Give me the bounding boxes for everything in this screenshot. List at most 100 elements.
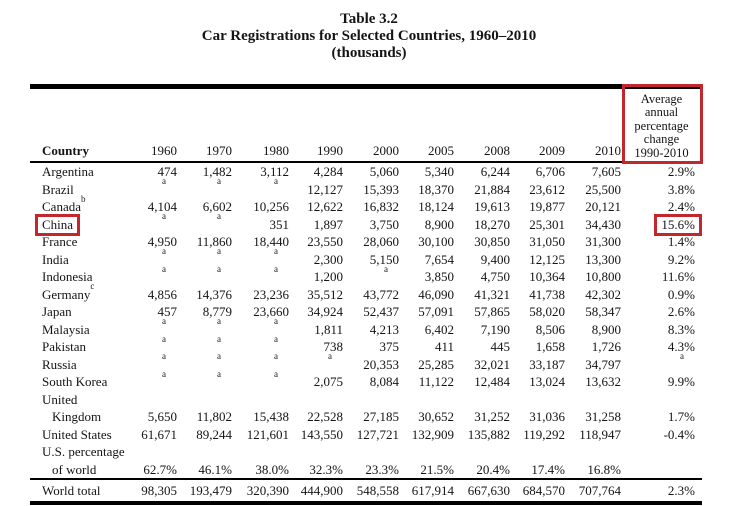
value-cell: a [125,369,178,391]
value-cell: 20.4% [476,461,510,477]
avg-change-value: 8.3% [667,321,695,337]
column-header-year-1980: 1980 [233,86,290,163]
value-cell: 1,726 [591,339,621,354]
value-cell: 118,947 [579,426,621,442]
value-cell: 1,897 [313,216,343,232]
avg-change-value: 1.4% [667,234,695,249]
value-cell: 17.4% [531,461,565,477]
row-france: France 4,950 11,860 18,440 23,550 28,060 30,10… [30,233,702,251]
value-cell: a [178,247,233,269]
country-label: U.S. percentage [42,444,125,459]
avg-change-cell [622,443,702,479]
value-cell: 18,124 [418,199,454,214]
missing-data-marker: a [217,246,221,257]
value-cell: 31,050 [529,234,565,249]
value-cell: 119,292 [523,426,565,442]
value-cell: 738 [323,339,344,354]
avg-change-value: 2.6% [667,304,695,319]
value-cell: 15,393 [363,181,399,197]
value-cell: 42,302 [585,286,621,302]
avg-change-value: 9.2% [667,251,695,267]
missing-data-marker: a [680,351,684,362]
value-cell: 57,865 [474,304,510,319]
country-label: Indonesia [42,269,93,284]
value-cell: 58,347 [585,304,621,319]
value-cell: 20,121 [585,199,621,214]
missing-data-marker: a [162,333,166,344]
country-label: South Korea [42,374,108,389]
avg-change-cell: 2.6% [622,303,702,321]
country-label: Canada [42,199,81,214]
missing-data-marker: a [162,351,166,362]
value-cell: a [178,212,233,234]
country-cell: France [30,233,125,251]
value-cell: 667,630 [455,478,511,505]
value-cell: 25,301 [529,216,565,232]
value-cell: 8,900 [591,321,621,337]
country-cell: South Korea [30,373,125,391]
value-cell: 22,528 [307,409,343,424]
value-cell: 98,305 [125,478,178,505]
value-cell: 14,376 [196,286,232,302]
avg-change-cell: 1.4% [622,233,702,251]
value-cell: a [178,317,233,339]
value-cell: 1,811 [314,321,343,337]
country-cell: World total [30,478,125,505]
value-cell: 31,036 [529,409,565,424]
country-cell: Pakistan [30,338,125,356]
avg-change-value: 4.3% [667,339,695,354]
avg-change-cell: 9.2% [622,251,702,269]
value-cell: 3,112 [260,164,289,179]
value-cell: 25,285 [418,356,454,372]
value-cell: 351 [269,216,290,232]
column-header-avg-annual-pct-change-redboxed: Average annual percentage change 1990-2010 [622,81,703,163]
value-cell: 18,370 [418,181,454,197]
country-label: Japan [42,304,72,319]
value-cell: 34,797 [585,356,621,372]
country-cell: Germanyc [30,282,125,304]
avg-change-cell: 15.6% [622,213,702,236]
avg-header-line: 1990-2010 [634,145,689,160]
missing-data-marker: a [274,263,278,274]
country-label: Argentina [42,164,94,179]
value-cell: 61,671 [141,426,177,442]
country-cell: Canadab [30,194,125,216]
value-cell: 6,244 [480,164,510,179]
value-cell: a [125,177,178,199]
value-cell: 46.1% [198,461,232,477]
value-cell: 143,550 [300,426,343,442]
value-cell: 9,400 [480,251,510,267]
avg-change-cell: 0.9% [622,286,702,304]
value-cell: 121,601 [246,426,289,442]
value-cell: a [233,177,290,199]
country-cell: United States [30,426,125,444]
value-cell: 30,850 [474,234,510,249]
value-cell: 5,340 [424,164,454,179]
value-cell: 4,213 [369,321,399,337]
value-cell: 132,909 [411,426,454,442]
row-canada: Canadab 4,104 6,602 10,256 12,622 16,832 18,12… [30,194,702,216]
country-cell: Indonesia [30,268,125,286]
avg-change-cell: 9.9% [622,373,702,391]
value-cell: a [125,317,178,339]
value-cell: 7,190 [480,321,510,337]
row-world-total: World total 98,305 193,479 320,390 444,900 54… [30,478,702,505]
value-cell: 38.0% [255,461,289,477]
value-cell: a [178,352,233,374]
missing-data-marker: a [274,176,278,187]
value-cell: 13,300 [585,251,621,267]
country-cell: Malaysia [30,321,125,339]
avg-change-value: 9.9% [667,374,695,389]
country-cell: Japan [30,303,125,321]
value-cell: 11,122 [418,374,454,389]
avg-change-value: 2.9% [667,164,695,179]
value-cell: a [233,317,290,339]
column-header-year-2008: 2008 [455,86,511,163]
row-russia: Russia a a a a 20,353 25,285 32,021 33,187 34,797… [30,352,702,374]
avg-change-cell: a [622,352,702,374]
value-cell: 27,185 [363,409,399,424]
value-cell: 13,632 [585,374,621,389]
value-cell: 7,654 [424,251,454,267]
column-header-country: Country [30,86,125,163]
